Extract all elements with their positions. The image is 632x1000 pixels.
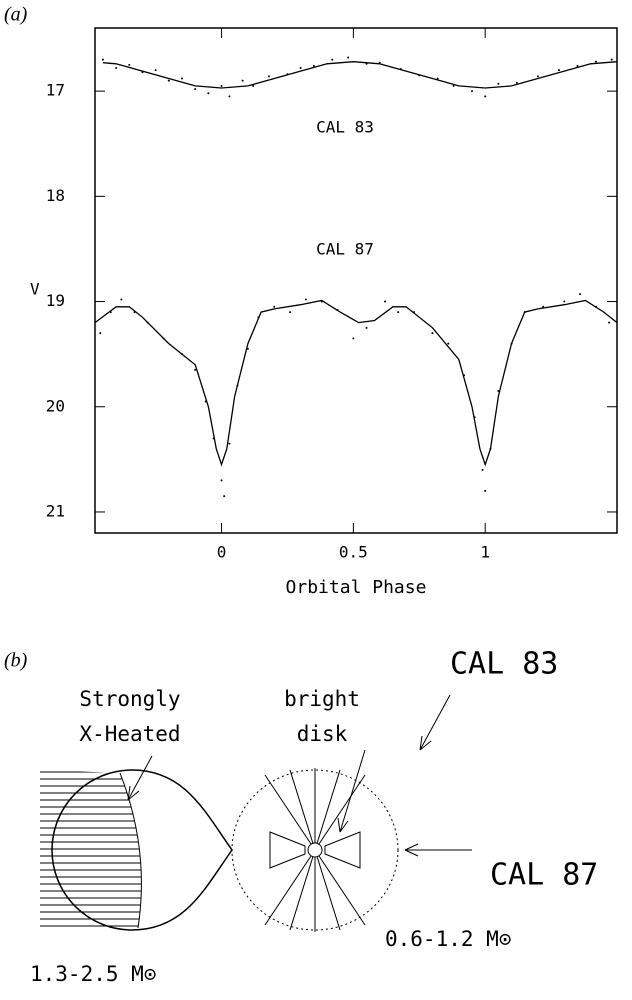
heated-label: Strongly [79,687,180,711]
observed-point [384,300,386,303]
disk-label: disk [297,722,348,746]
y-tick-label: 18 [46,186,65,205]
observed-point [447,342,450,345]
observed-point [542,305,545,308]
observed-point [579,293,582,296]
heated-label: X-Heated [79,722,180,746]
observed-point [536,75,539,78]
observed-point [101,58,104,61]
series-label: CAL 87 [316,240,374,259]
observed-point [167,79,170,82]
observed-point [436,77,439,80]
panel-label: (b) [4,650,28,672]
observed-point [299,66,302,69]
observed-point [120,298,123,301]
observed-point [194,368,197,371]
observed-point [515,81,518,84]
white-dwarf-mass: 0.6-1.2 M⊙ [385,927,511,951]
y-tick-label: 19 [46,291,65,310]
observed-point [397,311,400,314]
observed-point [273,305,276,308]
observed-point [484,489,487,492]
observed-point [497,82,500,85]
observed-point [558,69,560,72]
cal87-label: CAL 87 [490,858,598,893]
x-tick-label: 0.5 [339,543,368,562]
observed-point [194,88,197,91]
observed-point [563,300,566,303]
observed-point [304,298,307,301]
observed-point [241,79,244,82]
observed-point [452,84,455,87]
observed-point [252,84,255,87]
disk [269,831,306,869]
observed-point [223,495,226,498]
observed-point [115,66,118,69]
series-label: CAL 83 [316,118,374,137]
model-curve [94,299,618,467]
observed-point [594,60,597,63]
y-tick-label: 17 [46,81,65,100]
donor-mass: 1.3-2.5 M⊙ [30,962,156,986]
observed-point [99,332,102,335]
x-tick-label: 0 [217,543,227,562]
observed-point [207,92,210,95]
observed-point [289,311,292,314]
disk [324,831,361,869]
y-tick-label: 21 [46,501,65,520]
observed-point [228,442,231,445]
observed-point [484,95,487,98]
observed-point [608,321,611,324]
observed-point [576,64,579,67]
cal83-label: CAL 83 [450,647,558,682]
plot-frame [94,27,618,534]
observed-point [331,58,334,61]
observed-point [268,75,270,78]
disk-label: bright [284,687,360,711]
observed-point [228,95,231,98]
observed-point [312,64,315,67]
observed-point [352,337,355,340]
y-tick-label: 20 [46,396,65,415]
observed-point [431,332,434,335]
observed-point [220,479,223,482]
model-curve [102,61,618,89]
observed-point [610,58,613,61]
arrows [127,694,472,857]
panel-label: (a) [4,4,28,26]
observed-point [471,90,473,93]
x-axis-label: Orbital Phase [286,577,427,598]
diagram: (b) Strongly X-Heated bright disk CAL 83… [4,647,598,987]
observed-point [220,84,223,87]
observed-point [154,69,157,72]
observed-point [128,63,131,66]
observed-point [246,347,249,350]
roche-lobe [231,769,399,931]
x-tick-label: 1 [480,543,490,562]
terminator [119,772,142,929]
observed-point [347,56,350,59]
observed-point [181,77,183,80]
observed-point [497,389,500,392]
donor-star [51,769,233,931]
observed-point [481,468,484,471]
observed-point [365,326,368,329]
white-dwarf [307,842,323,858]
y-axis-label: V [30,280,40,299]
